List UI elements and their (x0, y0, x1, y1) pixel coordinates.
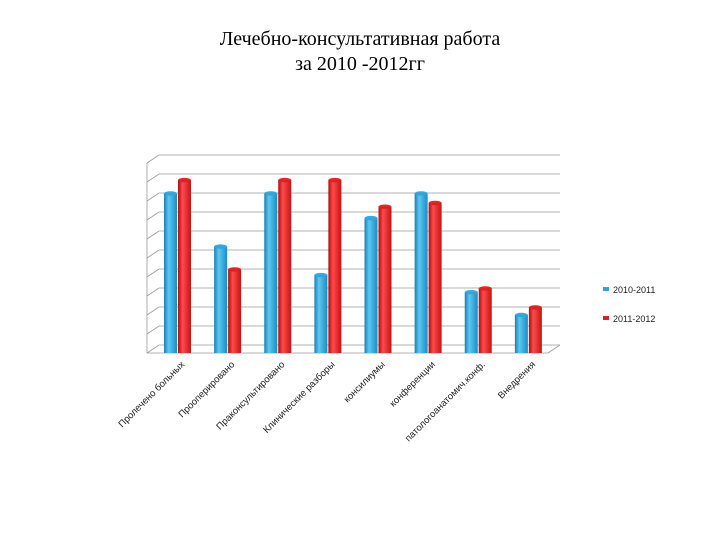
bar-body (478, 288, 492, 353)
bars (164, 177, 542, 353)
legend-swatch (603, 316, 609, 320)
grid-depth-line (146, 344, 160, 354)
bar-2-7 (478, 286, 492, 353)
grid-depth-line (146, 249, 160, 259)
category-label: консилиумы (342, 359, 388, 405)
bar-body (278, 180, 292, 353)
bar-2-4 (328, 177, 342, 353)
bar-cap (528, 305, 542, 310)
bar-2-6 (428, 200, 442, 353)
grid-depth-line (146, 287, 160, 297)
bar-cap (278, 177, 292, 183)
category-label: конференции (388, 359, 438, 409)
legend: 2010-2011 2011-2012 (603, 285, 655, 324)
bar-cap (464, 290, 478, 295)
bar-cap (178, 177, 191, 183)
bar-1-5 (364, 215, 378, 353)
bar-1-7 (464, 290, 478, 353)
bar-body (428, 202, 442, 353)
grid-depth-line (146, 173, 160, 183)
bar-1-2 (214, 244, 228, 353)
legend-swatch (603, 287, 609, 291)
legend-item: 2011-2012 (603, 314, 655, 324)
bar-cap (264, 191, 278, 196)
category-label: Пролечено больных (116, 359, 187, 430)
bar-cap (364, 215, 378, 221)
grid-depth-line (146, 230, 160, 240)
bar-body (528, 307, 542, 353)
bar-2-5 (378, 204, 392, 353)
chart-title-line-2: за 2010 -2012гг (295, 53, 425, 75)
bar-body (328, 180, 342, 353)
bar-2-1 (178, 177, 191, 353)
bar-1-3 (264, 191, 278, 353)
grid-depth-line (146, 154, 160, 164)
bar-cap (428, 200, 442, 206)
bar-1-6 (414, 191, 428, 353)
bar-cap (228, 267, 242, 272)
grid-depth-line (146, 306, 160, 316)
bar-body (228, 269, 242, 353)
bar-cap (514, 312, 528, 318)
bar-cap (314, 272, 328, 278)
chart-title-line-1: Лечебно-консультативная работа (219, 28, 501, 50)
legend-label: 2010-2011 (613, 285, 655, 295)
bar-cap (478, 286, 492, 291)
category-labels: Пролечено больныхПрооперированоПраконсул… (116, 359, 538, 444)
category-label: патологоанатомич.конф. (403, 359, 488, 444)
floor-right-line (547, 344, 561, 354)
grid-depth-line (146, 211, 160, 221)
bar-cap (164, 191, 177, 196)
bar-1-4 (314, 272, 328, 353)
bar-cap (214, 244, 228, 249)
bar-body (214, 246, 228, 353)
bar-body (414, 193, 428, 353)
bar-body (164, 193, 177, 353)
grid-depth-line (146, 192, 160, 202)
bar-body (364, 218, 378, 353)
bar-cap (328, 177, 342, 183)
category-label: Внедрения (496, 359, 538, 401)
bar-body (264, 193, 278, 353)
bar-body (378, 206, 392, 353)
legend-item: 2010-2011 (603, 285, 655, 295)
bar-body (464, 292, 478, 353)
bar-2-8 (528, 305, 542, 353)
bar-2-2 (228, 267, 242, 353)
bar-cap (378, 204, 392, 209)
bar-body (514, 315, 528, 353)
bar-body (314, 275, 328, 353)
grid-depth-line (146, 325, 160, 335)
bar-2-3 (278, 177, 292, 353)
grid-depth-line (146, 268, 160, 278)
grid (146, 154, 561, 354)
legend-label: 2011-2012 (613, 314, 655, 324)
bar-1-1 (164, 191, 177, 353)
bar-cap (414, 191, 428, 196)
bar-body (178, 180, 191, 353)
bar-1-8 (514, 312, 528, 353)
